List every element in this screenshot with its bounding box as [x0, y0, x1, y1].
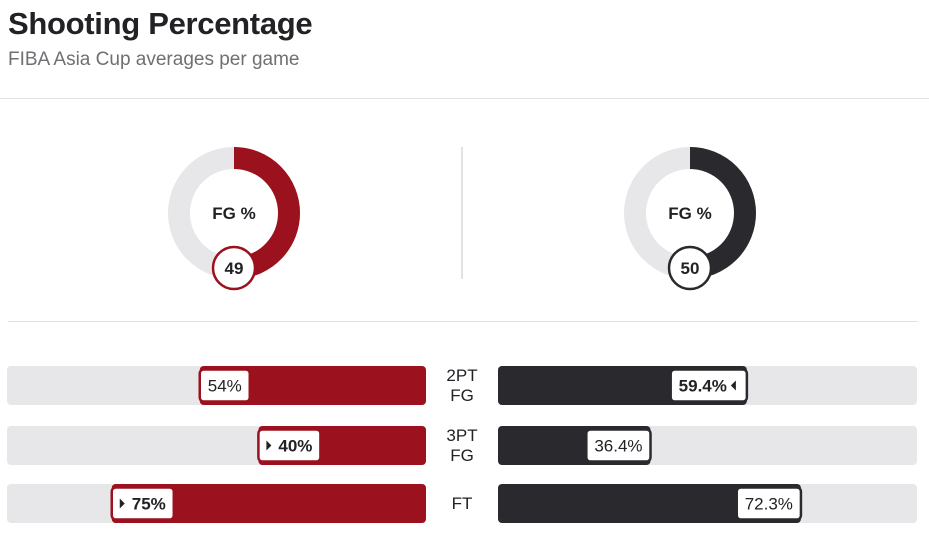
donut-value-badge	[211, 245, 257, 291]
leader-arrow-icon	[730, 380, 736, 391]
bar-value-label-team1-ft: 75%	[132, 495, 166, 514]
header-divider	[0, 98, 929, 99]
bar-value-label-team1-3pt-fg: 40%	[278, 437, 312, 456]
donut-value-label: 49	[225, 259, 244, 278]
category-label-ft: FT	[451, 494, 473, 513]
bar-team2-ft	[498, 484, 801, 523]
donut-value-label: 50	[681, 259, 700, 278]
donut-metric-label: FG %	[668, 204, 711, 223]
leader-arrow-icon	[266, 440, 272, 451]
bar-value-label-team1-2pt-fg: 54%	[208, 377, 242, 396]
bar-value-box-team1-2pt-fg	[198, 368, 252, 403]
donut-separator	[461, 147, 463, 279]
donut-value-badge	[667, 245, 713, 291]
bar-value-box-team2-ft	[735, 486, 803, 521]
page-title: Shooting Percentage	[8, 6, 313, 41]
bar-value-box-team2-3pt-fg	[585, 428, 652, 463]
bar-team1-ft	[111, 484, 426, 523]
bar-team1-2pt-fg	[199, 366, 426, 405]
bar-value-label-team2-ft: 72.3%	[745, 495, 793, 514]
donut-arc-team1	[168, 147, 300, 279]
bar-value-box-team2-2pt-fg	[669, 368, 749, 403]
donut-metric-label: FG %	[212, 204, 255, 223]
category-label-3pt: 3PT FG	[446, 426, 478, 465]
bar-value-box-team1-ft	[110, 486, 176, 521]
bar-value-label-team2-3pt-fg: 36.4%	[594, 437, 642, 456]
leader-arrow-icon	[119, 498, 125, 509]
bar-value-box-team1-3pt-fg	[257, 428, 322, 463]
page-subtitle: FIBA Asia Cup averages per game	[8, 49, 300, 70]
section-divider	[8, 321, 918, 322]
bar-value-label-team2-2pt-fg: 59.4%	[679, 377, 727, 396]
category-label-2pt: 2PT FG	[446, 366, 478, 405]
